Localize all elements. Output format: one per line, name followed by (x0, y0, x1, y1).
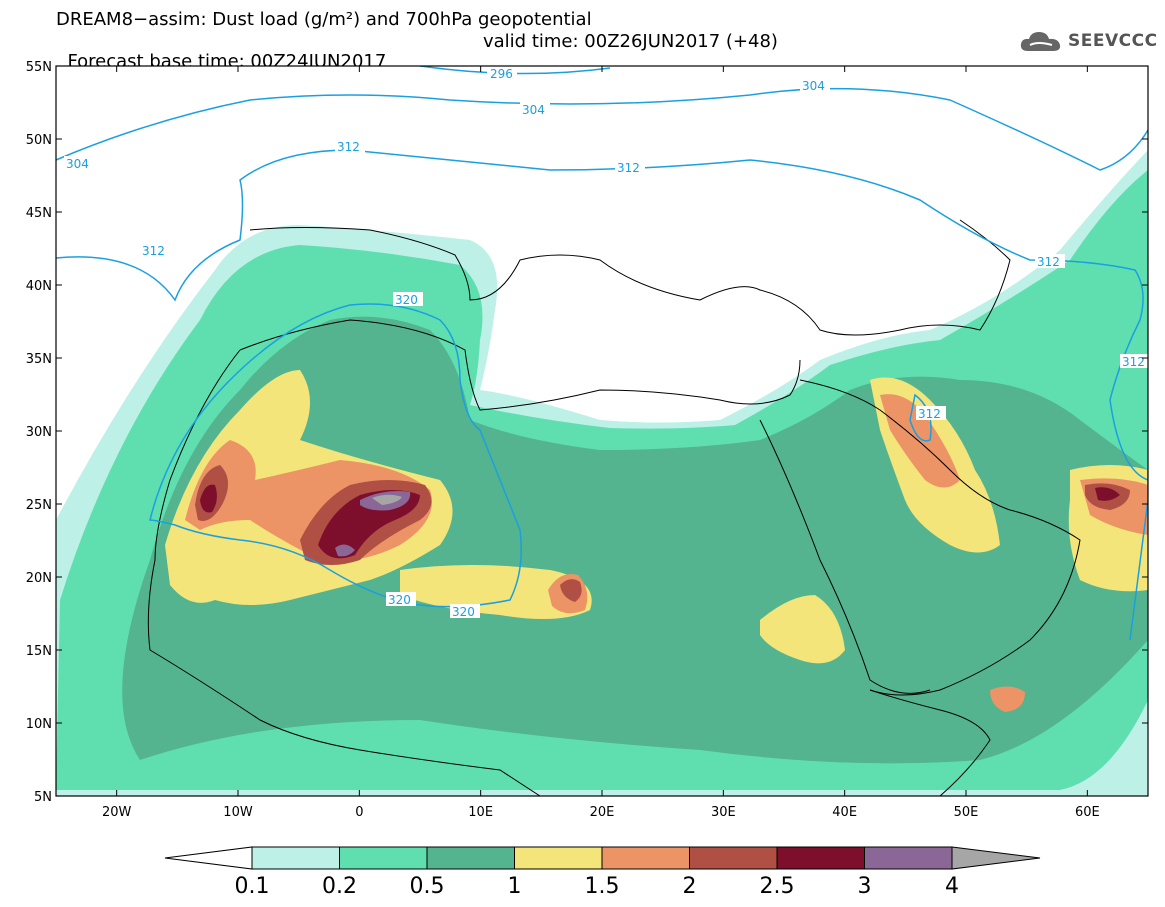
lat-label: 20N (26, 571, 52, 586)
lon-label: 10E (468, 805, 493, 820)
contour-label: 304 (66, 157, 89, 171)
contour-label: 320 (388, 593, 411, 607)
colorbar-swatch (601, 846, 690, 870)
isoline-296 (419, 66, 611, 75)
lon-label: 40E (832, 805, 857, 820)
dust-level-1 (400, 565, 592, 619)
contour-labels: 296 304 304 312 312 304 312 312 312 320 … (64, 66, 1148, 619)
isoline-304 (56, 87, 1148, 171)
colorbar-tick-label: 0.2 (322, 874, 357, 899)
colorbar-tick-label: 3 (858, 874, 872, 899)
contour-label: 312 (337, 140, 360, 154)
seevccc-logo: SEEVCCC (1018, 26, 1158, 56)
dust-level-4 (372, 494, 402, 505)
contour-label: 312 (918, 407, 941, 421)
colorbar-tick-label: 1 (508, 874, 522, 899)
lon-label: 30E (711, 805, 736, 820)
coastline-north-africa (239, 319, 801, 411)
coastline-europe (249, 219, 1011, 336)
lon-label: 10W (223, 805, 253, 820)
dust-level-1-5 (990, 686, 1025, 712)
contour-label: 304 (802, 79, 825, 93)
coastline-west-africa (147, 349, 541, 796)
coastlines (147, 219, 1081, 796)
colorbar-swatch (689, 846, 778, 870)
lat-label: 50N (26, 133, 52, 148)
map-axes: 55N 50N 45N 40N 35N 30N 25N 20N 15N 10N 5N 20W 10W 0 1… (26, 60, 1148, 820)
isoline-312-gulf (909, 393, 932, 442)
valid-time: valid time: 00Z26JUN2017 (+48) (483, 31, 778, 52)
colorbar-tick-label: 2.5 (760, 874, 795, 899)
map-title: DREAM8−assim: Dust load (g/m²) and 700hP… (56, 9, 592, 30)
lat-label: 40N (26, 279, 52, 294)
colorbar-tick-label: 4 (945, 874, 959, 899)
lat-label: 10N (26, 717, 52, 732)
isoline-312 (56, 149, 1148, 481)
isoline-312-east (1129, 470, 1148, 641)
lon-label: 60E (1075, 805, 1100, 820)
lon-label: 50E (954, 805, 979, 820)
colorbar-swatch (426, 846, 515, 870)
contour-label: 304 (522, 103, 545, 117)
colorbar-swatch (776, 846, 865, 870)
colorbar-over-arrow (951, 846, 1041, 870)
colorbar-swatch (339, 846, 428, 870)
dust-level-3 (335, 544, 355, 557)
dust-level-2 (560, 579, 582, 602)
colorbar-tick-label: 0.1 (235, 874, 270, 899)
colorbar-under-arrow (164, 846, 253, 870)
colorbar-swatch (864, 846, 953, 870)
lat-label: 15N (26, 644, 52, 659)
dust-level-2-5 (200, 484, 217, 513)
dust-level-2-5 (1095, 487, 1120, 501)
colorbar-tick-label: 1.5 (585, 874, 620, 899)
colorbar-tick-label: 0.5 (410, 874, 445, 899)
cloud-logo-icon (1020, 32, 1061, 51)
lat-label: 45N (26, 206, 52, 221)
contour-label: 312 (617, 161, 640, 175)
lat-label: 5N (34, 790, 52, 805)
lat-label: 55N (26, 60, 52, 75)
lon-label: 20W (102, 805, 132, 820)
lat-label: 30N (26, 425, 52, 440)
contour-label: 312 (142, 244, 165, 258)
colorbar-swatch (251, 846, 340, 870)
logo-text: SEEVCCC (1068, 31, 1158, 51)
lon-label: 20E (590, 805, 615, 820)
coastline-arabia (799, 379, 1081, 696)
isoline-320 (149, 303, 522, 608)
contour-label: 312 (1122, 355, 1145, 369)
contour-label: 312 (1037, 255, 1060, 269)
coastline-red-sea (759, 419, 931, 694)
coastline-horn-africa (869, 689, 991, 796)
colorbar-tick-label: 2 (683, 874, 697, 899)
contour-label: 296 (490, 67, 513, 81)
colorbar-swatch (514, 846, 603, 870)
contour-label: 320 (452, 605, 475, 619)
contour-label: 320 (395, 293, 418, 307)
colorbar: 0.1 0.2 0.5 1 1.5 2 2.5 3 4 (164, 846, 1041, 899)
lat-label: 25N (26, 498, 52, 513)
lat-label: 35N (26, 352, 52, 367)
geopotential-contours (56, 66, 1148, 641)
dust-level-1-5 (880, 394, 960, 488)
lon-label: 0 (355, 805, 363, 820)
dust-level-1 (760, 595, 845, 664)
